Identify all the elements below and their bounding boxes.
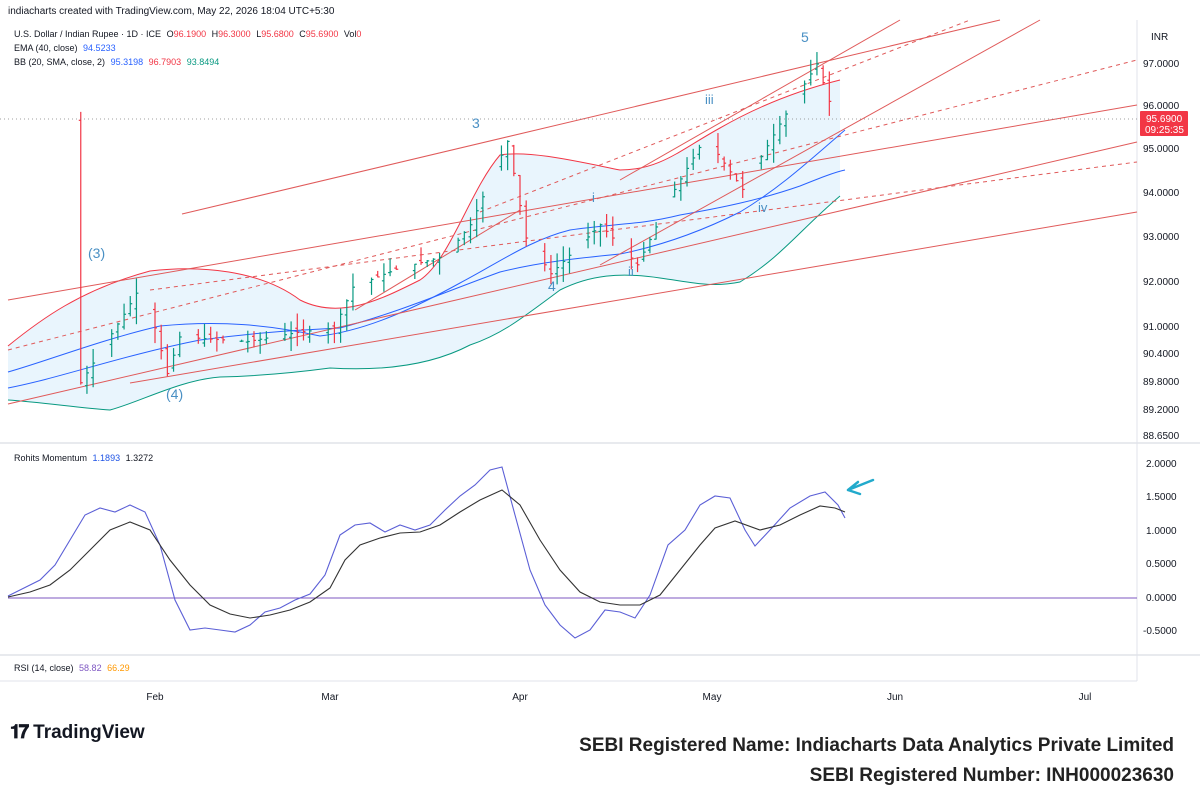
bb-lower-line <box>7 195 841 411</box>
momentum-value-1: 1.1893 <box>92 453 121 463</box>
momentum-value-2: 1.3272 <box>125 453 154 463</box>
momentum-fast-line <box>7 466 846 639</box>
time-axis-ticks[interactable]: Feb Mar Apr May Jun Jul <box>146 692 1091 703</box>
momentum-tick-label: -0.5000 <box>1143 626 1177 637</box>
channel-line-steep-2 <box>599 19 1041 266</box>
wave-label-i: i <box>592 190 595 205</box>
bb-basis-line <box>7 169 846 373</box>
momentum-tick-label: 2.0000 <box>1146 459 1177 470</box>
price-tag-countdown: 09:25:35 <box>1145 125 1184 136</box>
rsi-value-2: 66.29 <box>107 663 130 673</box>
momentum-legend[interactable]: Rohits Momentum 1.1893 1.3272 <box>14 453 153 463</box>
price-tick-label: 96.0000 <box>1143 101 1180 112</box>
price-tag-value: 95.6900 <box>1146 114 1183 125</box>
price-tick-label: 90.4000 <box>1143 349 1180 360</box>
sebi-name: SEBI Registered Name: Indiacharts Data A… <box>579 735 1174 756</box>
ema-label: EMA (40, close) <box>14 43 78 53</box>
low-value: 95.6800 <box>261 29 294 39</box>
price-tick-label: 94.0000 <box>1143 188 1180 199</box>
time-tick-label: Apr <box>512 692 528 703</box>
wave-labels: (3) (4) 3 4 i ii iii iv 5 <box>88 29 809 402</box>
dashed-line-1 <box>7 59 1138 351</box>
ema-value: 94.5233 <box>83 43 116 53</box>
tradingview-mark-icon: 𝟏𝟕 <box>10 722 29 743</box>
tradingview-logo[interactable]: 𝟏𝟕 TradingView <box>10 722 145 744</box>
momentum-tick-label: 0.0000 <box>1146 593 1177 604</box>
dashed-line-2 <box>149 161 1138 291</box>
symbol-legend: U.S. Dollar / Indian Rupee · 1D · ICE O9… <box>14 29 361 39</box>
channel-line-top <box>181 19 1001 215</box>
price-tick-label: 89.8000 <box>1143 377 1180 388</box>
rsi-value-1: 58.82 <box>79 663 102 673</box>
momentum-slow-line <box>7 489 846 619</box>
open-value: 96.1900 <box>173 29 207 39</box>
chart-header: indiacharts created with TradingView.com… <box>8 6 335 17</box>
rsi-legend[interactable]: RSI (14, close) 58.82 66.29 <box>14 663 130 673</box>
tradingview-brand: TradingView <box>33 722 145 743</box>
price-tick-label: 95.0000 <box>1143 144 1180 155</box>
ema-legend[interactable]: EMA (40, close) 94.5233 <box>14 43 116 53</box>
wave-label-4-paren: (4) <box>166 386 183 402</box>
momentum-tick-label: 1.0000 <box>1146 526 1177 537</box>
close-value: 95.6900 <box>305 29 339 39</box>
price-axis-ticks[interactable]: 97.0000 96.0000 95.0000 94.0000 93.0000 92.00… <box>1143 59 1180 442</box>
rsi-label: RSI (14, close) <box>14 663 74 673</box>
ema-line <box>7 129 846 389</box>
wave-label-4: 4 <box>548 278 556 294</box>
bb-upper-line <box>7 79 841 347</box>
wave-label-3-paren: (3) <box>88 245 105 261</box>
price-tick-label: 88.6500 <box>1143 431 1180 442</box>
price-tag <box>1140 111 1188 136</box>
symbol-title: U.S. Dollar / Indian Rupee · 1D · ICE <box>14 29 162 39</box>
time-tick-label: Feb <box>146 692 164 703</box>
wave-label-3: 3 <box>472 115 480 131</box>
channel-line-march <box>354 209 521 311</box>
price-tick-label: 92.0000 <box>1143 277 1180 288</box>
channel-line-steep-1 <box>619 19 901 181</box>
bb-upper-value: 96.7903 <box>148 57 182 67</box>
bb-fill <box>8 80 840 410</box>
momentum-tick-label: 1.5000 <box>1146 492 1177 503</box>
channel-line-lower <box>7 141 1138 405</box>
bb-label: BB (20, SMA, close, 2) <box>14 57 106 67</box>
channel-line-bottom <box>129 211 1138 384</box>
wave-label-iii: iii <box>705 92 714 107</box>
candles <box>78 52 832 394</box>
wave-label-5: 5 <box>801 29 809 45</box>
high-label: H <box>211 29 219 39</box>
wave-label-ii: ii <box>628 264 634 279</box>
close-label: C <box>299 29 306 39</box>
vol-value: 0 <box>356 29 362 39</box>
price-tick-label: 97.0000 <box>1143 59 1180 70</box>
price-tick-label: 89.2000 <box>1143 405 1180 416</box>
bb-lower-value: 93.8494 <box>186 57 220 67</box>
vol-label: Vol <box>343 29 357 39</box>
time-tick-label: Mar <box>321 692 339 703</box>
currency-label: INR <box>1151 32 1168 43</box>
time-tick-label: Jul <box>1079 692 1092 703</box>
time-tick-label: Jun <box>887 692 903 703</box>
price-tick-label: 91.0000 <box>1143 322 1180 333</box>
low-label: L <box>256 29 262 39</box>
bb-basis-value: 95.3198 <box>110 57 144 67</box>
wave-label-iv: iv <box>758 200 768 215</box>
momentum-axis-ticks[interactable]: 2.0000 1.5000 1.0000 0.5000 0.0000 -0.5000 <box>1143 459 1177 637</box>
sebi-number: SEBI Registered Number: INH000023630 <box>809 765 1174 786</box>
time-tick-label: May <box>703 692 722 703</box>
channel-line-mid <box>7 104 1138 301</box>
channel-dashed <box>7 19 1138 351</box>
momentum-label: Rohits Momentum <box>14 453 88 463</box>
annotation-arrow <box>846 478 875 496</box>
channel-lines <box>7 19 1138 405</box>
high-value: 96.3000 <box>218 29 251 39</box>
open-label: O <box>166 29 174 39</box>
price-tick-label: 93.0000 <box>1143 232 1180 243</box>
bb-legend[interactable]: BB (20, SMA, close, 2) 95.3198 96.7903 9… <box>14 57 219 67</box>
momentum-tick-label: 0.5000 <box>1146 559 1177 570</box>
